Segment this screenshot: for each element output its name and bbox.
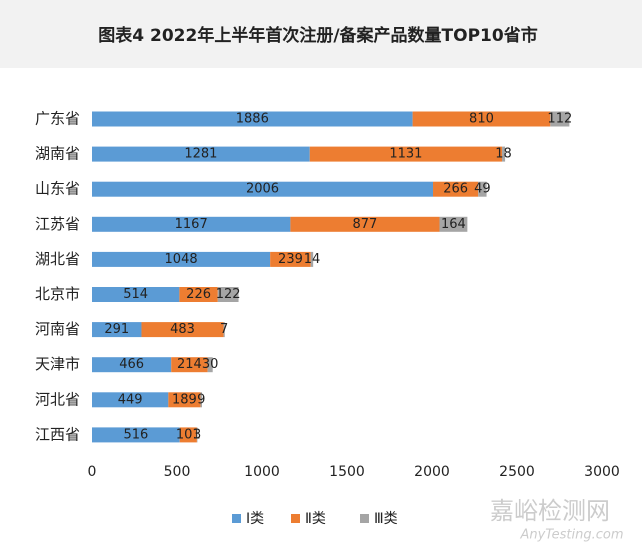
data-label: 164: [441, 217, 466, 232]
data-label: 291: [104, 322, 129, 337]
bar-segment: [92, 111, 413, 127]
data-label: 14: [304, 252, 321, 267]
bar-segment: [550, 111, 570, 127]
data-label: 122: [216, 287, 241, 302]
x-tick-label: 2500: [499, 464, 535, 480]
y-tick-label: 广东省: [35, 110, 80, 128]
data-label: 189: [172, 392, 197, 407]
data-label: 1131: [389, 147, 422, 162]
bar-segment: [179, 427, 197, 443]
chart-title: 图表4 2022年上半年首次注册/备案产品数量TOP10省市: [98, 25, 537, 46]
bar-segment: [92, 216, 291, 232]
legend-swatch: [360, 514, 369, 523]
x-tick-label: 0: [88, 464, 97, 480]
bar-segment: [92, 146, 310, 162]
bar-segment: [92, 357, 172, 373]
data-label: 266: [443, 182, 468, 197]
data-label: 1281: [184, 147, 217, 162]
data-label: 101: [176, 427, 201, 442]
title-band: [0, 0, 642, 68]
legend-swatch: [232, 514, 241, 523]
data-label: 7: [220, 322, 228, 337]
x-tick-label: 1000: [244, 464, 280, 480]
data-label: 112: [547, 112, 572, 127]
data-label: 2006: [246, 182, 279, 197]
bar-segment: [92, 181, 434, 197]
bar-segment: [92, 251, 271, 267]
data-label: 810: [469, 112, 494, 127]
legend-label: Ⅲ类: [374, 511, 398, 527]
bar-segment: [433, 181, 479, 197]
data-label: 49: [474, 182, 491, 197]
legend-swatch: [291, 514, 300, 523]
bar-segment: [92, 287, 180, 302]
y-tick-label: 湖北省: [35, 250, 80, 268]
bar-segment: [502, 146, 506, 162]
bar-segment: [412, 111, 551, 127]
data-label: 30: [202, 357, 219, 372]
legend-label: Ⅱ类: [305, 511, 326, 527]
data-label: 483: [170, 322, 195, 337]
watermark: 嘉峪检测网: [490, 497, 610, 525]
data-label: 514: [123, 287, 148, 302]
y-tick-label: 江西省: [35, 425, 80, 443]
bar-segment: [196, 427, 198, 443]
watermark: AnyTesting.com: [519, 528, 623, 543]
data-label: 3: [193, 427, 201, 442]
data-label: 214: [177, 357, 202, 372]
y-tick-label: 湖南省: [35, 145, 80, 163]
bar-segment: [171, 357, 208, 373]
bar-segment: [92, 427, 180, 443]
bar-segment: [309, 146, 503, 162]
bar-segment: [141, 322, 224, 338]
y-tick-label: 河南省: [35, 320, 80, 338]
data-label: 239: [278, 252, 303, 267]
bar-segment: [179, 287, 218, 302]
data-label: 1167: [175, 217, 208, 232]
bar-segment: [290, 216, 440, 232]
y-tick-label: 天津市: [35, 355, 80, 373]
y-tick-label: 山东省: [35, 180, 80, 198]
y-tick-label: 河北省: [35, 390, 80, 408]
y-tick-label: 北京市: [35, 285, 80, 303]
bar-segment: [478, 181, 487, 197]
bar-segment: [217, 287, 239, 302]
bar-segment: [168, 392, 201, 408]
bar-segment: [223, 322, 225, 338]
bar-segment: [439, 216, 468, 232]
data-label: 226: [186, 287, 211, 302]
bar-segment: [92, 392, 169, 408]
data-label: 516: [123, 427, 148, 442]
bar-segment: [310, 251, 314, 267]
data-label: 449: [118, 392, 143, 407]
legend-label: Ⅰ类: [246, 511, 264, 527]
bar-segment: [200, 392, 202, 408]
data-label: 9: [197, 392, 205, 407]
x-tick-label: 1500: [329, 464, 365, 480]
bar-segment: [207, 357, 213, 373]
x-tick-label: 3000: [584, 464, 620, 480]
data-label: 18: [495, 147, 512, 162]
x-tick-label: 500: [164, 464, 191, 480]
data-label: 1886: [236, 112, 269, 127]
data-label: 877: [353, 217, 378, 232]
bar-segment: [270, 251, 311, 267]
data-label: 466: [119, 357, 144, 372]
data-label: 1048: [165, 252, 198, 267]
bar-segment: [92, 322, 142, 338]
y-tick-label: 江苏省: [35, 215, 80, 233]
x-tick-label: 2000: [414, 464, 450, 480]
